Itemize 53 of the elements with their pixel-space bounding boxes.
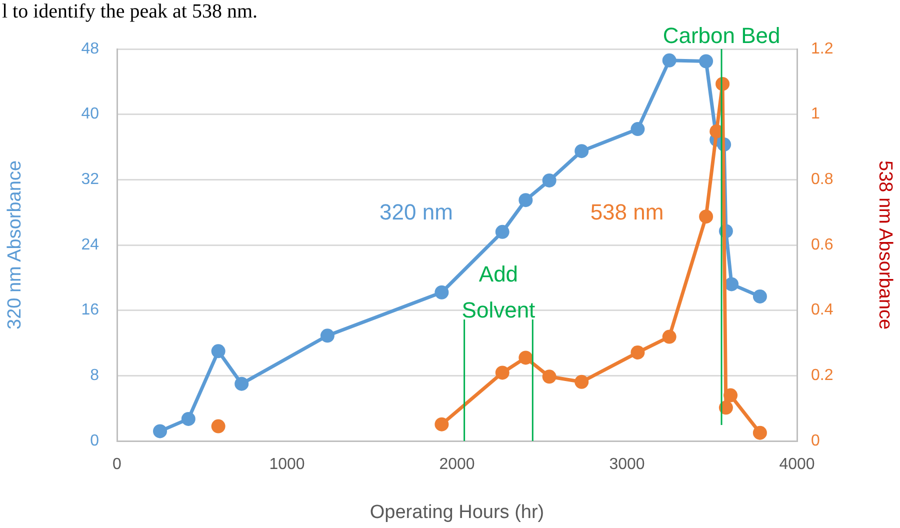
- point: [153, 424, 168, 438]
- point: [495, 366, 510, 380]
- point: [752, 289, 767, 304]
- point: [434, 285, 449, 300]
- ref-line-label: Add Solvent: [462, 262, 536, 323]
- y2-axis-title: 538 nm Absorbance: [874, 160, 896, 330]
- point: [662, 330, 676, 344]
- y-tick-label: 8: [90, 367, 100, 384]
- point: [518, 193, 533, 208]
- point: [630, 122, 645, 136]
- y2-tick-label: 0: [811, 432, 820, 450]
- point: [211, 344, 226, 358]
- y2-tick-label: 1: [811, 106, 820, 123]
- point: [724, 277, 739, 292]
- y-tick-label: 48: [81, 40, 100, 58]
- x-axis-title: Operating Hours (hr): [370, 502, 544, 523]
- point: [181, 412, 196, 426]
- point: [495, 224, 510, 239]
- x-tick-label: 2000: [439, 456, 475, 474]
- point: [630, 345, 645, 360]
- point: [574, 144, 589, 158]
- point: [752, 426, 767, 440]
- point: [211, 419, 226, 434]
- point: [434, 417, 449, 432]
- point: [662, 53, 676, 68]
- point: [234, 376, 249, 391]
- y-axis-title: 320 nm Absorbance: [4, 160, 26, 330]
- y-tick-label: 40: [81, 106, 100, 123]
- y2-tick-label: 0.4: [811, 302, 834, 319]
- point: [542, 173, 556, 188]
- y-tick-label: 16: [81, 302, 100, 319]
- x-tick-label: 4000: [779, 456, 815, 474]
- point: [320, 328, 334, 343]
- y2-tick-label: 0.6: [811, 236, 834, 254]
- ref-line-label: Carbon Bed: [662, 23, 780, 48]
- point: [518, 350, 533, 365]
- point: [542, 370, 556, 384]
- point: [699, 54, 714, 68]
- y-tick-label: 24: [81, 236, 100, 254]
- point: [574, 374, 589, 389]
- x-tick-label: 0: [112, 456, 122, 474]
- y-tick-label: 0: [90, 432, 100, 450]
- x-tick-label: 1000: [269, 456, 305, 474]
- series-label: 320 nm: [380, 200, 453, 225]
- x-tick-label: 3000: [609, 456, 645, 474]
- y-tick-label: 32: [81, 171, 100, 188]
- y2-tick-label: 0.8: [811, 171, 834, 188]
- point: [699, 210, 714, 224]
- series-label: 538 nm: [590, 200, 664, 225]
- point: [724, 388, 738, 402]
- text: l to identify the peak at 538 nm.: [2, 0, 258, 22]
- y2-tick-label: 1.2: [811, 40, 834, 58]
- y2-tick-label: 0.2: [811, 367, 834, 384]
